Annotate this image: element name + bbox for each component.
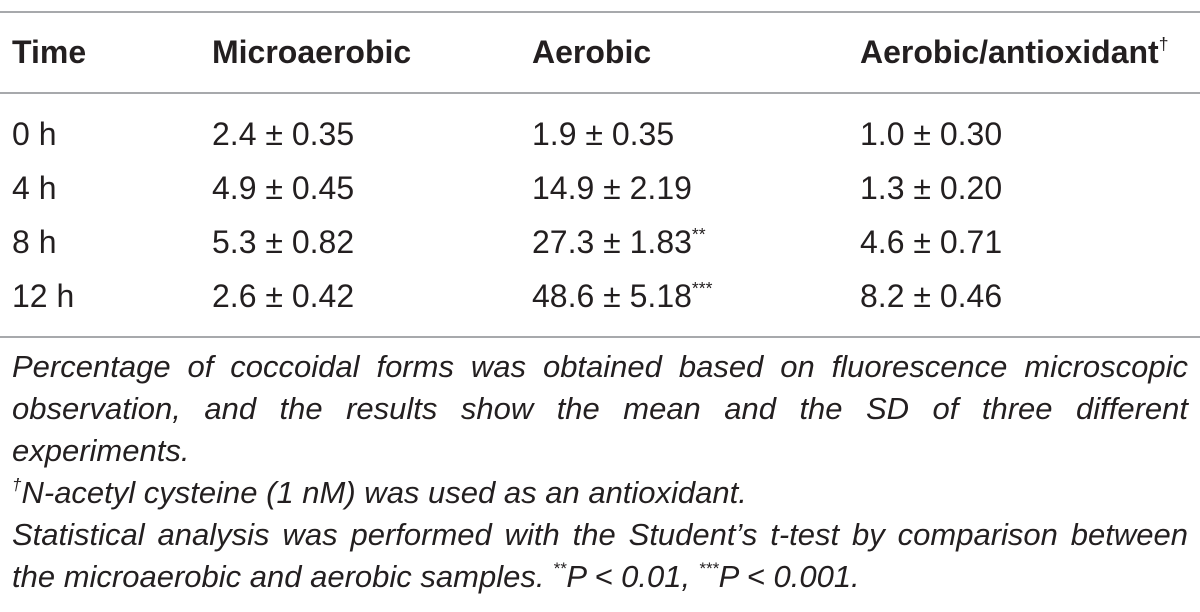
table-row: 4 h 4.9 ± 0.45 14.9 ± 2.19 1.3 ± 0.20: [0, 161, 1200, 215]
dagger-mark: †: [12, 475, 22, 495]
footnote-statistics: Statistical analysis was performed with …: [12, 514, 1188, 598]
table-row: 12 h 2.6 ± 0.42 48.6 ± 5.18*** 8.2 ± 0.4…: [0, 269, 1200, 323]
cell-microaerobic: 2.4 ± 0.35: [212, 116, 355, 152]
cell-time: 12 h: [12, 278, 75, 314]
header-aerobic: Aerobic: [532, 34, 652, 70]
table-row: 8 h 5.3 ± 0.82 27.3 ± 1.83** 4.6 ± 0.71: [0, 215, 1200, 269]
footnote-method: Percentage of coccoidal forms was obtain…: [12, 349, 1188, 468]
cell-time: 4 h: [12, 170, 57, 206]
cell-aerobic-value: 1.9 ± 0.35: [532, 116, 675, 152]
cell-aerobic: 1.9 ± 0.35: [532, 107, 674, 161]
footnote-p-value-2: P < 0.001.: [718, 559, 860, 594]
cell-aerobic: 14.9 ± 2.19: [532, 161, 692, 215]
footnote-p-value-1: P < 0.01,: [566, 559, 699, 594]
significance-mark: ***: [698, 559, 719, 579]
footnote-statistics-text: Statistical analysis was performed with …: [12, 517, 1188, 594]
dagger-mark: †: [1158, 33, 1169, 54]
cell-aerobic-antioxidant: 4.6 ± 0.71: [860, 224, 1003, 260]
table-footnotes: Percentage of coccoidal forms was obtain…: [12, 346, 1188, 598]
table-header-rule: [0, 92, 1200, 94]
significance-mark: **: [553, 559, 567, 579]
table-top-rule: [0, 11, 1200, 13]
header-aerobic-antioxidant: Aerobic/antioxidant†: [860, 25, 1169, 79]
cell-time: 8 h: [12, 224, 57, 260]
table-row: 0 h 2.4 ± 0.35 1.9 ± 0.35 1.0 ± 0.30: [0, 107, 1200, 161]
cell-microaerobic: 5.3 ± 0.82: [212, 224, 355, 260]
significance-mark: **: [691, 223, 706, 244]
cell-time: 0 h: [12, 116, 57, 152]
cell-aerobic-antioxidant: 8.2 ± 0.46: [860, 278, 1003, 314]
header-microaerobic: Microaerobic: [212, 34, 412, 70]
cell-aerobic: 27.3 ± 1.83**: [532, 215, 706, 269]
cell-aerobic-value: 48.6 ± 5.18: [532, 278, 692, 314]
footnote-antioxidant-text: N-acetyl cysteine (1 nM) was used as an …: [21, 475, 747, 510]
cell-aerobic-antioxidant: 1.0 ± 0.30: [860, 116, 1003, 152]
header-time: Time: [12, 34, 87, 70]
table-header-row: Time Microaerobic Aerobic Aerobic/antiox…: [0, 25, 1200, 79]
cell-aerobic-antioxidant: 1.3 ± 0.20: [860, 170, 1003, 206]
header-aerobic-antioxidant-label: Aerobic/antioxidant: [860, 34, 1159, 70]
footnote-antioxidant: †N-acetyl cysteine (1 nM) was used as an…: [12, 472, 1188, 514]
cell-aerobic-value: 27.3 ± 1.83: [532, 224, 692, 260]
cell-microaerobic: 4.9 ± 0.45: [212, 170, 355, 206]
cell-aerobic-value: 14.9 ± 2.19: [532, 170, 692, 206]
cell-aerobic: 48.6 ± 5.18***: [532, 269, 712, 323]
significance-mark: ***: [691, 277, 713, 298]
cell-microaerobic: 2.6 ± 0.42: [212, 278, 355, 314]
table-bottom-rule: [0, 336, 1200, 338]
